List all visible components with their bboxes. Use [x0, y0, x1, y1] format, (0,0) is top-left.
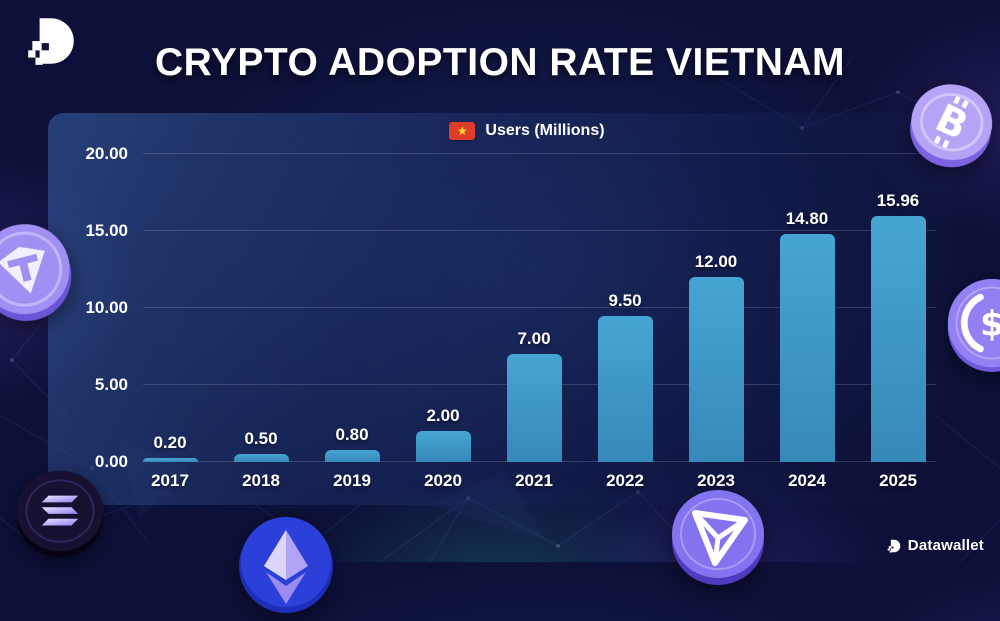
x-axis-label-2017: 2017: [151, 471, 189, 490]
x-axis-label-2019: 2019: [333, 471, 371, 490]
bar-2018: [233, 454, 289, 462]
datawallet-logo-icon: [22, 12, 80, 75]
tether-coin-icon: [0, 211, 87, 337]
svg-text:$: $: [980, 305, 1000, 345]
y-axis-tick-label: 15.00: [85, 221, 128, 240]
x-axis-label-2025: 2025: [879, 471, 917, 490]
gridline: [143, 153, 936, 154]
x-axis-label-2020: 2020: [424, 471, 462, 490]
value-label-2023: 12.00: [694, 252, 738, 272]
value-label-2022: 9.50: [608, 290, 642, 310]
y-axis-tick-label: 0.00: [94, 452, 128, 471]
bar-2021: [506, 354, 562, 462]
gridline: [143, 307, 936, 308]
bar-2019: [324, 449, 380, 462]
chart-panel: ★ Users (Millions) 0.20 2017 0.50 2018 0.80 2…: [48, 113, 950, 505]
page-title: CRYPTO ADOPTION RATE VIETNAM: [154, 41, 846, 85]
value-label-2021: 7.00: [517, 329, 551, 349]
value-label-2018: 0.50: [244, 429, 278, 449]
plot-area: 0.20 2017 0.50 2018 0.80 2019 2.00 2020 7.00 2021…: [142, 153, 936, 490]
gridline: [143, 230, 936, 231]
ethereum-coin-icon: [236, 516, 336, 621]
value-label-2020: 2.00: [426, 406, 460, 426]
x-axis-label-2021: 2021: [515, 471, 553, 490]
chart-legend: ★ Users (Millions): [76, 122, 978, 140]
legend-label: Users (Millions): [485, 122, 605, 139]
datawallet-logo-small-icon: [887, 539, 901, 553]
value-label-2025: 15.96: [876, 191, 920, 211]
bar-2024: [779, 234, 835, 462]
footer-brand-text: Datawallet: [907, 537, 984, 554]
x-axis-label-2024: 2024: [788, 471, 826, 490]
bitcoin-coin-icon: B: [897, 71, 1000, 183]
usdc-coin-icon: $: [944, 276, 1000, 377]
tron-coin-icon: [668, 486, 768, 591]
y-axis-tick-label: 10.00: [85, 298, 128, 317]
bar-2022: [597, 315, 653, 462]
value-label-2017: 0.20: [153, 433, 187, 452]
bar-2020: [415, 431, 471, 462]
bar-2023: [688, 277, 744, 462]
y-axis-tick-label: 5.00: [94, 375, 128, 394]
bar-2025: [870, 216, 926, 462]
y-axis-tick-label: 20.00: [85, 144, 128, 163]
vietnam-flag-icon: ★: [449, 122, 476, 140]
x-axis-label-2022: 2022: [606, 471, 644, 490]
bar-2017: [142, 458, 198, 462]
x-axis-label-2023: 2023: [697, 471, 735, 490]
value-label-2019: 0.80: [335, 424, 369, 444]
footer-brand: Datawallet: [886, 537, 984, 554]
x-axis-label-2018: 2018: [242, 471, 280, 490]
value-label-2024: 14.80: [785, 209, 829, 229]
solana-coin-icon: [12, 464, 108, 565]
